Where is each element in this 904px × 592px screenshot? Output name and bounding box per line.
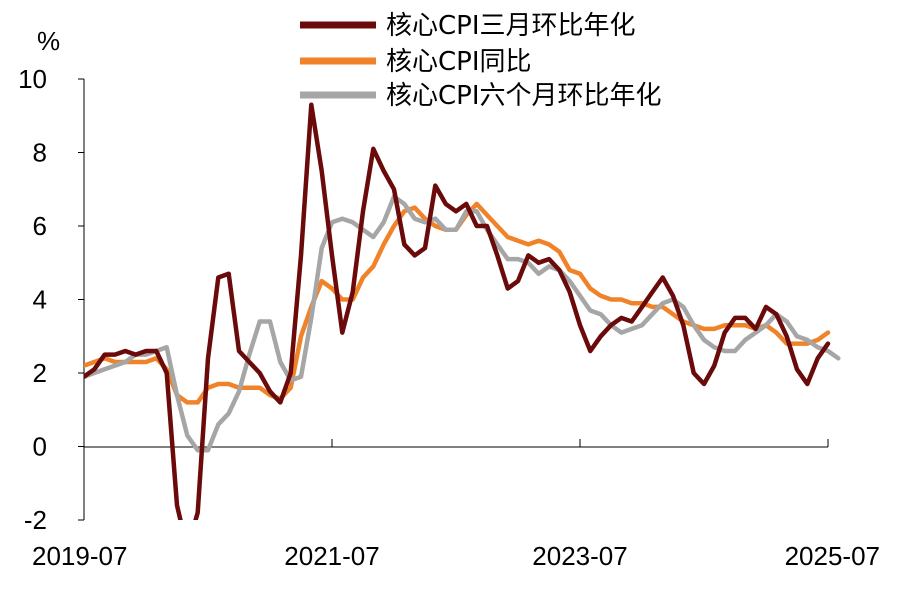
series-lines [84,102,841,520]
y-tick-label: -2 [24,505,47,535]
y-tick-label: 0 [33,432,47,462]
x-tick-label: 2025-07 [785,541,880,571]
legend: 核心CPI三月环比年化 核心CPI同比 核心CPI六个月环比年化 [300,11,662,111]
axes: -2 0 2 4 6 8 10 2019-07 2021-07 2023-07 2025-07 [18,64,880,571]
legend-label-series-3: 核心CPI六个月环比年化 [386,81,662,111]
y-tick-label: 2 [33,358,47,388]
legend-label-series-1: 核心CPI三月环比年化 [386,11,636,41]
x-tick-label: 2023-07 [532,541,627,571]
y-tick-label: 6 [33,211,47,241]
y-tick-label: 8 [33,138,47,168]
series-line-2 [84,201,831,405]
x-tick-label: 2021-07 [284,541,379,571]
series-line-3 [84,194,841,453]
series-line-1 [84,102,831,520]
x-tick-label: 2019-07 [32,541,127,571]
legend-label-series-2: 核心CPI同比 [386,47,532,77]
y-axis-unit-label: % [37,26,60,56]
y-tick-label: 10 [18,64,47,94]
y-tick-label: 4 [33,285,47,315]
